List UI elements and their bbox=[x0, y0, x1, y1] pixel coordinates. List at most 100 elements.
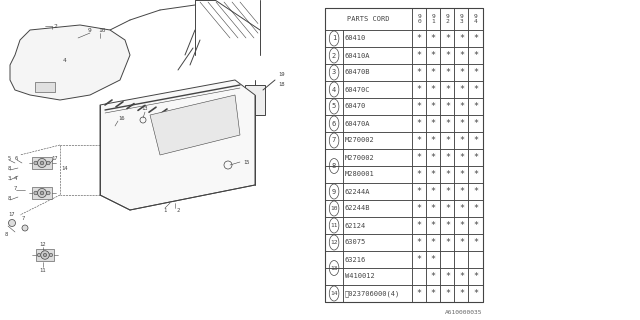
Bar bbox=[325, 98, 343, 115]
Bar bbox=[325, 30, 343, 47]
Text: *: * bbox=[459, 85, 464, 94]
Text: *: * bbox=[417, 289, 422, 298]
Text: *: * bbox=[473, 34, 478, 43]
Bar bbox=[468, 8, 483, 30]
Text: *: * bbox=[431, 34, 436, 43]
Circle shape bbox=[37, 253, 41, 257]
Text: *: * bbox=[459, 204, 464, 213]
Text: 9
2: 9 2 bbox=[445, 13, 449, 24]
Bar bbox=[412, 132, 426, 149]
Text: 63075: 63075 bbox=[345, 239, 366, 245]
Text: *: * bbox=[473, 272, 478, 281]
Bar bbox=[343, 81, 412, 98]
Bar bbox=[440, 98, 454, 115]
Bar bbox=[426, 47, 440, 64]
Text: *: * bbox=[417, 136, 422, 145]
Bar bbox=[412, 166, 426, 183]
Bar bbox=[412, 234, 426, 251]
Text: 8: 8 bbox=[8, 196, 12, 201]
Bar bbox=[412, 251, 426, 268]
Text: *: * bbox=[431, 204, 436, 213]
Bar bbox=[343, 234, 412, 251]
Bar bbox=[325, 183, 343, 200]
Bar bbox=[412, 64, 426, 81]
Text: 62244B: 62244B bbox=[345, 205, 371, 212]
Polygon shape bbox=[32, 157, 52, 169]
Text: *: * bbox=[473, 238, 478, 247]
Text: 9
3: 9 3 bbox=[460, 13, 463, 24]
Text: 18: 18 bbox=[278, 83, 285, 87]
Text: *: * bbox=[473, 51, 478, 60]
Text: 17: 17 bbox=[8, 212, 15, 218]
Text: 9
1: 9 1 bbox=[431, 13, 435, 24]
Bar bbox=[426, 8, 440, 30]
Text: 12: 12 bbox=[330, 240, 338, 245]
Text: *: * bbox=[459, 51, 464, 60]
Text: 7: 7 bbox=[332, 138, 336, 143]
Circle shape bbox=[40, 191, 44, 195]
Bar bbox=[468, 81, 483, 98]
Text: *: * bbox=[445, 204, 450, 213]
Text: 6: 6 bbox=[332, 121, 336, 126]
Text: *: * bbox=[445, 51, 450, 60]
Text: 6: 6 bbox=[15, 156, 19, 161]
Text: 8: 8 bbox=[332, 163, 336, 169]
Polygon shape bbox=[150, 95, 240, 155]
Text: *: * bbox=[417, 119, 422, 128]
Bar bbox=[343, 30, 412, 47]
Text: *: * bbox=[417, 170, 422, 179]
Bar bbox=[343, 285, 412, 302]
Bar bbox=[343, 132, 412, 149]
Text: 4: 4 bbox=[14, 175, 17, 180]
Bar bbox=[468, 200, 483, 217]
Bar bbox=[468, 64, 483, 81]
Bar bbox=[454, 183, 468, 200]
Text: *: * bbox=[473, 153, 478, 162]
Text: 7: 7 bbox=[14, 186, 17, 190]
Bar bbox=[412, 8, 426, 30]
Bar bbox=[426, 166, 440, 183]
Text: 62244A: 62244A bbox=[345, 188, 371, 195]
Text: *: * bbox=[417, 102, 422, 111]
Text: 5: 5 bbox=[332, 103, 336, 109]
Bar bbox=[454, 285, 468, 302]
Text: M270002: M270002 bbox=[345, 138, 374, 143]
Text: *: * bbox=[431, 289, 436, 298]
Bar bbox=[454, 149, 468, 166]
Bar bbox=[440, 149, 454, 166]
Bar bbox=[325, 115, 343, 132]
Text: M270002: M270002 bbox=[345, 155, 374, 161]
Text: *: * bbox=[473, 204, 478, 213]
Text: 17: 17 bbox=[52, 156, 58, 161]
Bar bbox=[325, 81, 343, 98]
Bar bbox=[412, 98, 426, 115]
Bar bbox=[426, 217, 440, 234]
Bar bbox=[468, 98, 483, 115]
Text: 63216: 63216 bbox=[345, 257, 366, 262]
Bar bbox=[343, 200, 412, 217]
Text: *: * bbox=[473, 170, 478, 179]
Text: *: * bbox=[445, 170, 450, 179]
Bar bbox=[468, 251, 483, 268]
Text: 14: 14 bbox=[61, 165, 68, 171]
Circle shape bbox=[47, 161, 50, 165]
Circle shape bbox=[38, 158, 47, 167]
Bar bbox=[343, 64, 412, 81]
Text: 13: 13 bbox=[141, 106, 148, 110]
Text: 9: 9 bbox=[88, 28, 92, 33]
Text: *: * bbox=[473, 221, 478, 230]
Bar bbox=[440, 8, 454, 30]
Text: *: * bbox=[417, 68, 422, 77]
Text: 60410A: 60410A bbox=[345, 52, 371, 59]
Bar bbox=[468, 285, 483, 302]
Text: *: * bbox=[445, 136, 450, 145]
Text: 11: 11 bbox=[40, 268, 46, 273]
Text: *: * bbox=[417, 238, 422, 247]
Circle shape bbox=[47, 191, 50, 195]
Bar bbox=[468, 166, 483, 183]
Bar bbox=[454, 268, 468, 285]
Text: 9
4: 9 4 bbox=[474, 13, 477, 24]
Bar bbox=[440, 200, 454, 217]
Bar bbox=[343, 183, 412, 200]
Text: *: * bbox=[417, 85, 422, 94]
